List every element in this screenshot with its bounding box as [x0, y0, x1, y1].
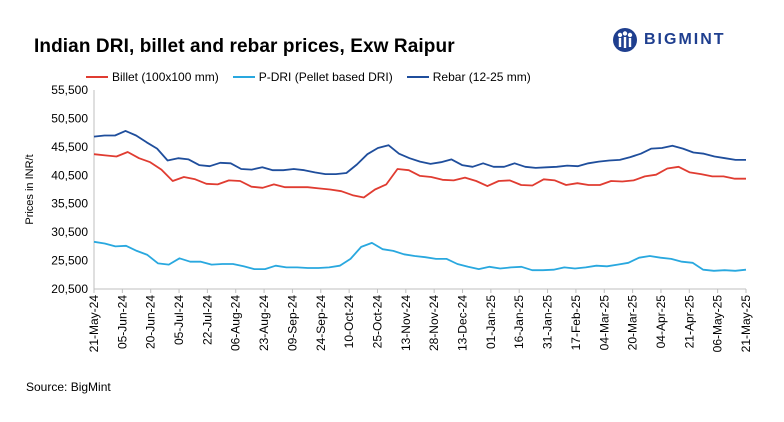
y-axis: 20,500 25,500 30,500 35,500 40,500 45,500 50,5… [51, 83, 95, 296]
rebar-line [93, 129, 746, 176]
legend-item-pdri: P-DRI (Pellet based DRI) [232, 70, 393, 84]
x-tick-label: 09-Sep-24 [285, 295, 299, 351]
y-tick-label: 30,500 [51, 225, 88, 239]
legend-label-pdri: P-DRI (Pellet based DRI) [258, 70, 393, 84]
x-tick-label: 13-Nov-24 [399, 295, 413, 351]
chart-title: Indian DRI, billet and rebar prices, Exw… [34, 36, 455, 57]
x-tick-label: 01-Jan-25 [484, 295, 498, 349]
bigmint-logo: BIGMINT [612, 27, 726, 53]
legend-label-billet: Billet (100x100 mm) [112, 70, 219, 84]
series-lines [93, 129, 747, 272]
x-tick-label: 17-Feb-25 [569, 295, 583, 351]
x-tick-label: 22-Jul-24 [200, 295, 214, 345]
legend-item-rebar: Rebar (12-25 mm) [406, 70, 531, 84]
x-tick-label: 20-Jun-24 [144, 295, 158, 349]
x-tick-label: 10-Oct-24 [342, 295, 356, 349]
legend-swatch-pdri [232, 76, 255, 78]
x-tick-label: 23-Aug-24 [257, 295, 271, 351]
x-axis: 21-May-24 05-Jun-24 20-Jun-24 05-Jul-24 22-J… [87, 288, 753, 353]
x-tick-label: 28-Nov-24 [427, 295, 441, 351]
x-tick-label: 25-Oct-24 [370, 295, 384, 349]
y-tick-label: 25,500 [51, 254, 88, 268]
x-tick-label: 21-Apr-25 [682, 295, 696, 349]
x-tick-label: 05-Jun-24 [115, 295, 129, 349]
billet-line [93, 151, 746, 199]
y-axis-label: Prices in INR/t [24, 154, 36, 224]
pdri-line [93, 240, 747, 272]
legend: Billet (100x100 mm) P-DRI (Pellet based … [86, 70, 545, 84]
x-tick-label: 21-May-25 [739, 295, 753, 353]
y-tick-label: 20,500 [51, 282, 88, 296]
legend-item-billet: Billet (100x100 mm) [86, 70, 219, 84]
legend-swatch-rebar [406, 76, 429, 78]
x-tick-label: 05-Jul-24 [172, 295, 186, 345]
x-tick-label: 06-May-25 [711, 295, 725, 353]
x-tick-label: 21-May-24 [87, 295, 101, 353]
x-tick-label: 20-Mar-25 [626, 295, 640, 351]
legend-label-rebar: Rebar (12-25 mm) [432, 70, 531, 84]
x-tick-label: 04-Mar-25 [597, 295, 611, 351]
x-tick-label: 31-Jan-25 [541, 295, 555, 349]
y-tick-label: 45,500 [51, 140, 88, 154]
x-tick-label: 13-Dec-24 [456, 295, 470, 351]
source-note: Source: BigMint [26, 380, 111, 394]
x-tick-label: 04-Apr-25 [654, 295, 668, 349]
x-tick-label: 24-Sep-24 [314, 295, 328, 351]
x-tick-label: 16-Jan-25 [512, 295, 526, 349]
logo-text: BIGMINT [644, 31, 726, 48]
y-tick-label: 35,500 [51, 197, 88, 211]
y-tick-label: 50,500 [51, 111, 88, 125]
y-tick-label: 55,500 [51, 83, 88, 97]
y-tick-label: 40,500 [51, 168, 88, 182]
bigmint-logo-icon [613, 28, 637, 52]
x-tick-label: 06-Aug-24 [229, 295, 243, 351]
legend-swatch-billet [86, 76, 108, 78]
